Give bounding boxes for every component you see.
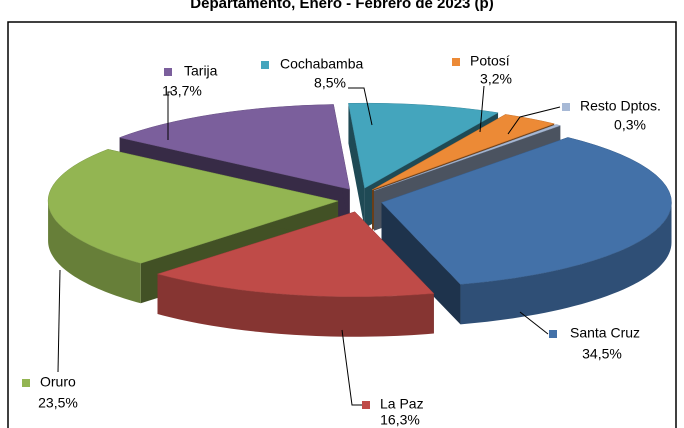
slice-top xyxy=(348,102,499,189)
leader-line xyxy=(167,91,172,140)
value-label: 23,5% xyxy=(38,395,78,411)
category-label: Resto Dptos. xyxy=(580,98,661,114)
category-label: Cochabamba xyxy=(280,56,363,72)
leader-line xyxy=(519,311,549,335)
slice-radial-wall xyxy=(348,103,365,229)
slice-top xyxy=(373,124,562,191)
value-label: 3,2% xyxy=(480,71,512,87)
leader-line xyxy=(507,106,561,135)
leader-line xyxy=(348,87,373,126)
leader-line xyxy=(57,269,61,373)
legend-swatch xyxy=(452,58,460,66)
category-label: Tarija xyxy=(184,63,218,79)
slice-top xyxy=(118,104,351,190)
leader-line xyxy=(341,329,362,406)
legend-swatch xyxy=(22,379,30,387)
slice-outer-wall xyxy=(157,274,434,337)
legend-swatch xyxy=(164,68,172,76)
legend-swatch xyxy=(261,61,269,69)
leader-line xyxy=(479,85,485,133)
category-label: La Paz xyxy=(380,396,424,412)
category-label: Potosí xyxy=(470,53,510,69)
slice-outer-wall xyxy=(48,201,141,304)
slice-top xyxy=(156,211,435,298)
slice-top xyxy=(47,149,340,264)
legend-swatch xyxy=(362,401,370,409)
slice-top xyxy=(381,137,672,285)
value-label: 16,3% xyxy=(380,412,420,428)
value-label: 34,5% xyxy=(582,346,622,362)
slice-outer-wall xyxy=(460,202,672,325)
category-label: Oruro xyxy=(40,374,76,390)
legend-swatch xyxy=(562,103,570,111)
slice-radial-wall xyxy=(381,202,461,325)
value-label: 0,3% xyxy=(614,117,646,133)
chart-title: Departamento, Enero - Febrero de 2023 (p… xyxy=(190,0,493,12)
category-label: Santa Cruz xyxy=(570,325,640,341)
value-label: 8,5% xyxy=(314,75,346,91)
slice xyxy=(381,137,672,325)
slice xyxy=(156,211,435,337)
legend-swatch xyxy=(549,330,557,338)
value-label: 13,7% xyxy=(162,83,202,99)
